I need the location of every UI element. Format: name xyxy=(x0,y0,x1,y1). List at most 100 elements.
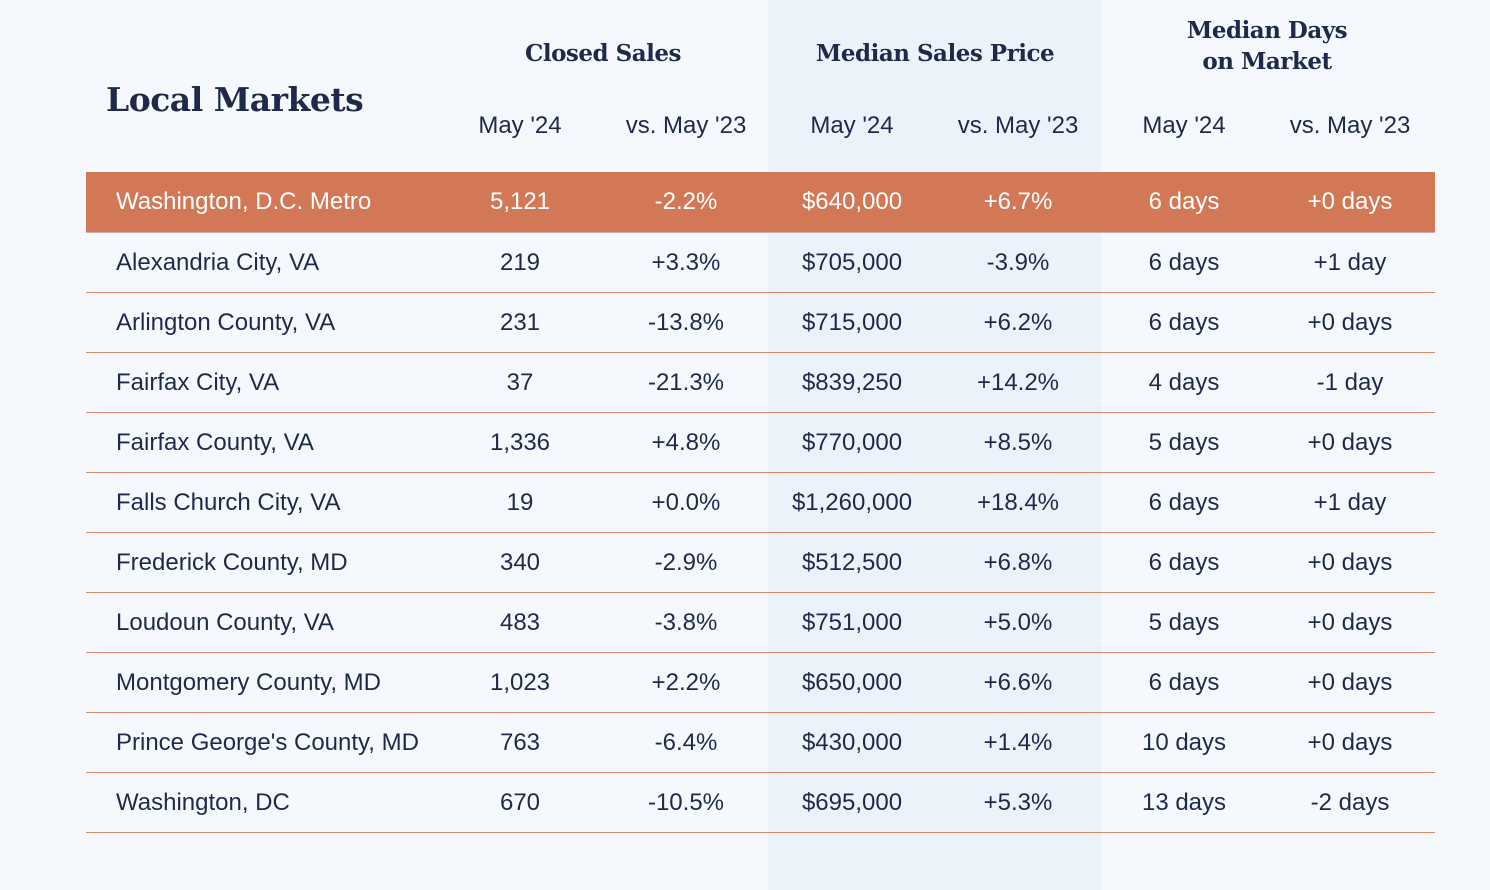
table-cell: -2.2% xyxy=(654,188,718,215)
table-cell: +1.4% xyxy=(983,728,1053,756)
table-cell: 4 days xyxy=(1148,368,1220,396)
group-label-line1: Median Days xyxy=(1186,17,1348,44)
table-cell: +6.6% xyxy=(983,668,1053,696)
table-cell: +0 days xyxy=(1307,668,1393,696)
market-name: Frederick County, MD xyxy=(116,548,348,576)
table-row-highlighted: Washington, D.C. Metro 5,121 -2.2% $640,000… xyxy=(86,172,1435,233)
table-cell: $839,250 xyxy=(801,368,903,396)
market-name: Loudoun County, VA xyxy=(116,608,334,636)
table-cell: 670 xyxy=(499,788,541,816)
subheader: May '24 xyxy=(810,112,894,139)
table-cell: +5.0% xyxy=(983,608,1053,636)
table-row: Fairfax County, VA 1,336 +4.8% $770,000 +8.5… xyxy=(86,413,1435,473)
table-cell: 231 xyxy=(499,308,541,336)
table-cell: $705,000 xyxy=(801,248,903,276)
subheader: vs. May '23 xyxy=(1289,112,1411,139)
table-row: Washington, DC 670 -10.5% $695,000 +5.3% 13 d… xyxy=(86,773,1435,833)
median-price-column-shade xyxy=(768,0,1101,890)
table-cell: +6.7% xyxy=(983,188,1053,215)
table-cell: 5,121 xyxy=(489,188,551,215)
market-name: Fairfax City, VA xyxy=(116,368,280,396)
table-cell: +5.3% xyxy=(983,788,1053,816)
table-row: Fairfax City, VA 37 -21.3% $839,250 +14.2% 4 … xyxy=(86,353,1435,413)
subheader: May '24 xyxy=(1142,112,1226,139)
table-cell: +6.2% xyxy=(983,308,1053,336)
table-cell: $430,000 xyxy=(801,728,903,756)
table-cell: +18.4% xyxy=(976,488,1060,516)
group-median-sales-price: Median Sales Price xyxy=(815,40,1055,67)
market-name: Fairfax County, VA xyxy=(116,428,314,456)
table-row: Prince George's County, MD 763 -6.4% $430,0… xyxy=(86,713,1435,773)
table-cell: +8.5% xyxy=(983,428,1053,456)
table-cell: $650,000 xyxy=(801,668,903,696)
market-name: Arlington County, VA xyxy=(116,308,336,336)
group-closed-sales: Closed Sales xyxy=(525,40,681,67)
table-cell: 219 xyxy=(499,248,541,276)
table-cell: +0 days xyxy=(1307,548,1393,576)
table-cell: 19 xyxy=(506,488,534,516)
subheader: vs. May '23 xyxy=(625,112,747,139)
table-cell: $512,500 xyxy=(801,548,903,576)
subheader: May '24 xyxy=(478,112,562,139)
table-row: Alexandria City, VA 219 +3.3% $705,000 -3.9%… xyxy=(86,233,1435,293)
table-cell: 6 days xyxy=(1148,488,1220,516)
page-title: Local Markets xyxy=(106,80,364,119)
table-cell: 340 xyxy=(499,548,541,576)
group-median-days-on-market: Median Days on Market xyxy=(1101,15,1433,77)
table-cell: -1 day xyxy=(1316,368,1384,396)
table-row: Falls Church City, VA 19 +0.0% $1,260,000 +1… xyxy=(86,473,1435,533)
table-cell: +0.0% xyxy=(651,488,721,516)
subheader: vs. May '23 xyxy=(957,112,1079,139)
group-label-line2: on Market xyxy=(1202,48,1332,75)
table-cell: -13.8% xyxy=(647,308,725,336)
table-cell: 1,023 xyxy=(489,668,551,696)
table-cell: 6 days xyxy=(1148,308,1220,336)
table-cell: +1 day xyxy=(1313,488,1387,516)
table-cell: 763 xyxy=(499,728,541,756)
table-cell: -3.8% xyxy=(654,608,718,636)
table-cell: $751,000 xyxy=(801,608,903,636)
table-cell: +4.8% xyxy=(651,428,721,456)
table-cell: -21.3% xyxy=(647,368,725,396)
table-cell: -6.4% xyxy=(654,728,718,756)
table-cell: +0 days xyxy=(1307,188,1393,215)
table-cell: 1,336 xyxy=(489,428,551,456)
market-name: Washington, D.C. Metro xyxy=(116,188,372,215)
table-cell: 10 days xyxy=(1141,728,1227,756)
table-cell: -2.9% xyxy=(654,548,718,576)
table-cell: $1,260,000 xyxy=(791,488,913,516)
table-cell: $695,000 xyxy=(801,788,903,816)
table-cell: +0 days xyxy=(1307,428,1393,456)
table-cell: +0 days xyxy=(1307,308,1393,336)
markets-table: Washington, D.C. Metro 5,121 -2.2% $640,000… xyxy=(86,172,1435,833)
market-name: Montgomery County, MD xyxy=(116,668,381,696)
table-row: Frederick County, MD 340 -2.9% $512,500 +6.8… xyxy=(86,533,1435,593)
table-cell: 6 days xyxy=(1148,668,1220,696)
table-cell: 6 days xyxy=(1148,188,1220,215)
table-cell: -3.9% xyxy=(986,248,1050,276)
table-cell: +1 day xyxy=(1313,248,1387,276)
market-name: Alexandria City, VA xyxy=(116,248,320,276)
table-cell: +2.2% xyxy=(651,668,721,696)
table-cell: $770,000 xyxy=(801,428,903,456)
table-cell: 37 xyxy=(506,368,534,396)
table-row: Montgomery County, MD 1,023 +2.2% $650,000 +… xyxy=(86,653,1435,713)
table-cell: 13 days xyxy=(1141,788,1227,816)
table-cell: +3.3% xyxy=(651,248,721,276)
table-row: Loudoun County, VA 483 -3.8% $751,000 +5.0% 5… xyxy=(86,593,1435,653)
table-cell: 6 days xyxy=(1148,548,1220,576)
table-cell: $640,000 xyxy=(801,188,903,215)
table-cell: 5 days xyxy=(1148,608,1220,636)
table-cell: 5 days xyxy=(1148,428,1220,456)
market-name: Washington, DC xyxy=(116,788,290,816)
table-cell: +0 days xyxy=(1307,728,1393,756)
table-cell: 6 days xyxy=(1148,248,1220,276)
table-cell: +14.2% xyxy=(976,368,1060,396)
market-name: Falls Church City, VA xyxy=(116,488,341,516)
market-name: Prince George's County, MD xyxy=(116,728,419,756)
table-row: Arlington County, VA 231 -13.8% $715,000 +6.… xyxy=(86,293,1435,353)
table-cell: 483 xyxy=(499,608,541,636)
table-cell: +0 days xyxy=(1307,608,1393,636)
table-cell: $715,000 xyxy=(801,308,903,336)
table-cell: -2 days xyxy=(1310,788,1390,816)
